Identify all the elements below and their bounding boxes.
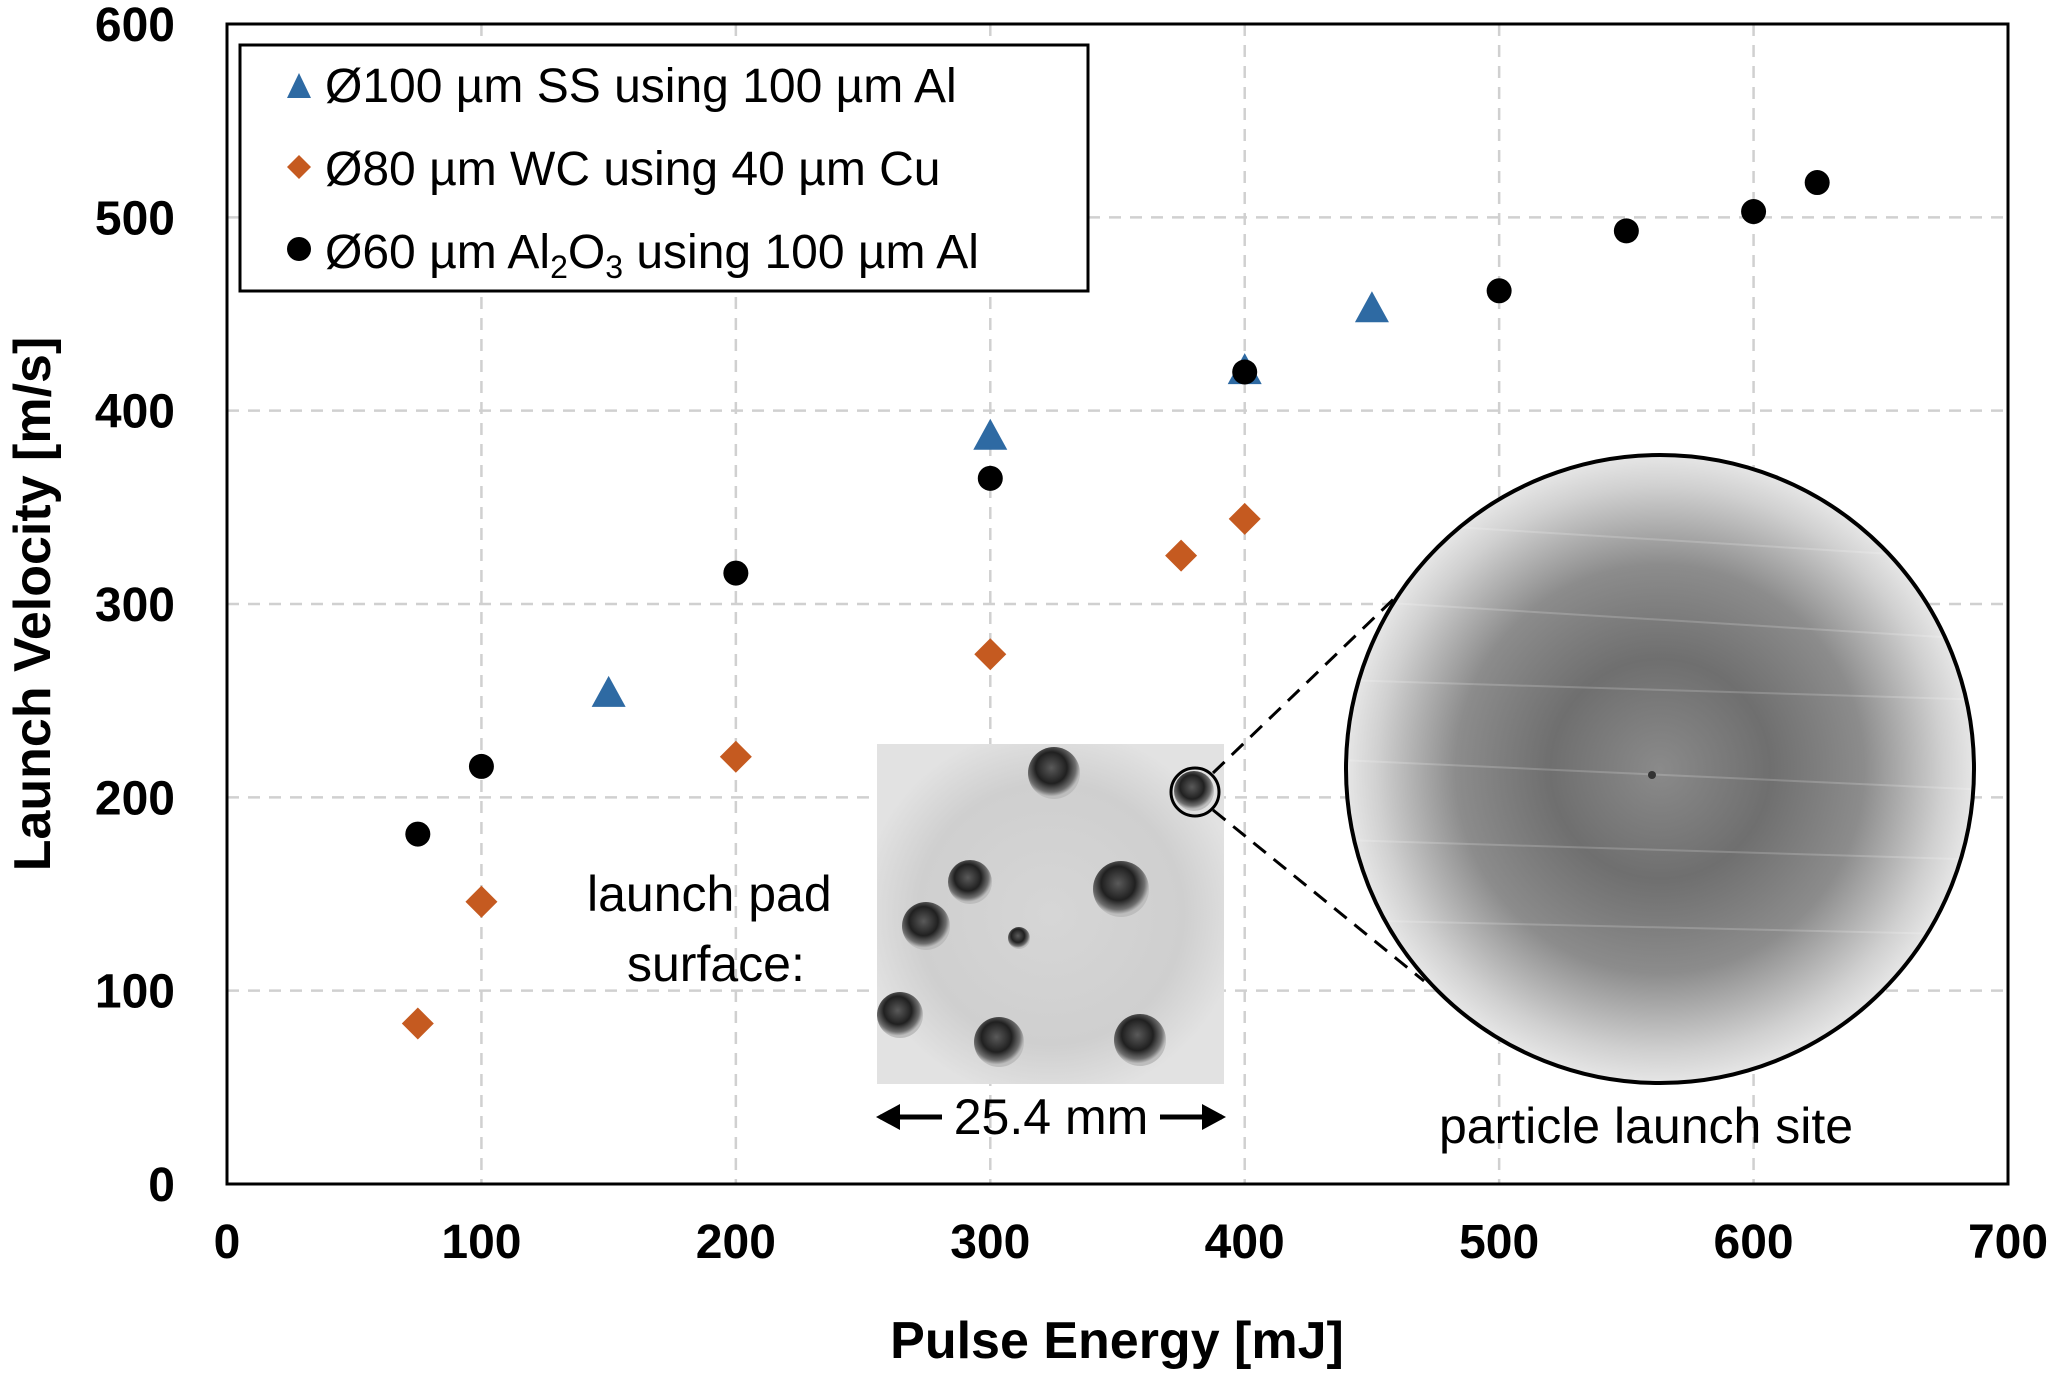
data-point-series-1 bbox=[1354, 291, 1389, 323]
launch-pad-label-line1: launch pad bbox=[587, 866, 832, 922]
y-tick-label: 0 bbox=[148, 1159, 175, 1212]
legend-box bbox=[238, 43, 1090, 293]
legend-entry-al2o3-part: Ø60 µm Al bbox=[325, 226, 550, 279]
x-tick-label: 500 bbox=[1459, 1216, 1539, 1269]
crater bbox=[1093, 861, 1149, 917]
data-point-series-3 bbox=[977, 465, 1003, 491]
y-tick-label: 200 bbox=[95, 772, 175, 825]
plot-frame bbox=[225, 22, 2010, 1186]
data-point-series-1 bbox=[973, 418, 1008, 450]
zoom-line-bottom bbox=[1212, 808, 1425, 983]
legend-entry-al2o3-sub: 2 bbox=[550, 249, 568, 285]
data-point-series-2 bbox=[1228, 502, 1261, 535]
x-tick-label: 100 bbox=[441, 1216, 521, 1269]
launch-pad-photo bbox=[877, 744, 1224, 1084]
launch-pad-label-line2: surface: bbox=[627, 936, 805, 992]
crater bbox=[974, 1017, 1024, 1067]
crater bbox=[1028, 747, 1080, 799]
crater bbox=[877, 992, 923, 1038]
y-tick-label: 300 bbox=[95, 579, 175, 632]
data-point-series-2 bbox=[974, 638, 1007, 671]
data-point-series-3 bbox=[1613, 218, 1639, 244]
launch-site-center bbox=[1648, 771, 1656, 779]
x-tick-label: 400 bbox=[1205, 1216, 1285, 1269]
x-tick-label: 600 bbox=[1714, 1216, 1794, 1269]
data-point-series-3 bbox=[405, 821, 431, 847]
legend-entry-wc: Ø80 µm WC using 40 µm Cu bbox=[325, 143, 941, 196]
y-tick-label: 100 bbox=[95, 966, 175, 1019]
x-tick-label: 0 bbox=[214, 1216, 241, 1269]
y-tick-labels: 0 100 200 300 400 500 600 bbox=[95, 0, 175, 1212]
x-tick-labels: 0 100 200 300 400 500 600 700 bbox=[214, 1216, 2048, 1269]
y-axis-title: Launch Velocity [m/s] bbox=[4, 337, 62, 872]
legend-entry-ss: Ø100 µm SS using 100 µm Al bbox=[325, 60, 957, 113]
launch-site-magnified bbox=[1344, 453, 1976, 1085]
data-point-series-3 bbox=[468, 753, 494, 779]
y-tick-label: 600 bbox=[95, 0, 175, 52]
legend-marker-triangle bbox=[287, 73, 311, 98]
legend: Ø100 µm SS using 100 µm Al Ø80 µm WC usi… bbox=[238, 43, 1090, 293]
data-point-series-3 bbox=[1741, 199, 1767, 225]
data-point-series-1 bbox=[591, 675, 626, 707]
data-points bbox=[401, 170, 1830, 1040]
scale-bar-label: 25.4 mm bbox=[954, 1089, 1149, 1145]
highlight-ring bbox=[1169, 766, 1221, 818]
legend-entry-al2o3-sub: 3 bbox=[605, 249, 623, 285]
y-tick-label: 400 bbox=[95, 386, 175, 439]
x-tick-label: 300 bbox=[950, 1216, 1030, 1269]
data-point-series-3 bbox=[1232, 359, 1258, 385]
legend-entry-al2o3-part: O bbox=[568, 226, 605, 279]
crater bbox=[902, 902, 950, 950]
crater bbox=[1174, 771, 1214, 811]
scale-bar: 25.4 mm bbox=[876, 1089, 1226, 1145]
data-point-series-2 bbox=[1165, 539, 1198, 572]
crater bbox=[1008, 927, 1030, 949]
legend-marker-circle bbox=[287, 237, 311, 261]
data-point-series-2 bbox=[719, 740, 752, 773]
legend-marker-diamond bbox=[287, 155, 311, 179]
launch-site-label: particle launch site bbox=[1439, 1098, 1853, 1154]
y-tick-label: 500 bbox=[95, 192, 175, 245]
legend-entry-al2o3-part: using 100 µm Al bbox=[623, 226, 979, 279]
legend-entry-al2o3: Ø60 µm Al2O3 using 100 µm Al bbox=[325, 226, 979, 285]
data-point-series-2 bbox=[401, 1007, 434, 1040]
x-tick-label: 200 bbox=[696, 1216, 776, 1269]
crater bbox=[1114, 1014, 1166, 1066]
crater bbox=[948, 860, 992, 904]
x-tick-label: 700 bbox=[1968, 1216, 2048, 1269]
data-point-series-3 bbox=[1804, 170, 1830, 196]
data-point-series-3 bbox=[1486, 278, 1512, 304]
x-axis-title: Pulse Energy [mJ] bbox=[890, 1312, 1344, 1370]
data-point-series-2 bbox=[465, 885, 498, 918]
data-point-series-3 bbox=[723, 560, 749, 586]
